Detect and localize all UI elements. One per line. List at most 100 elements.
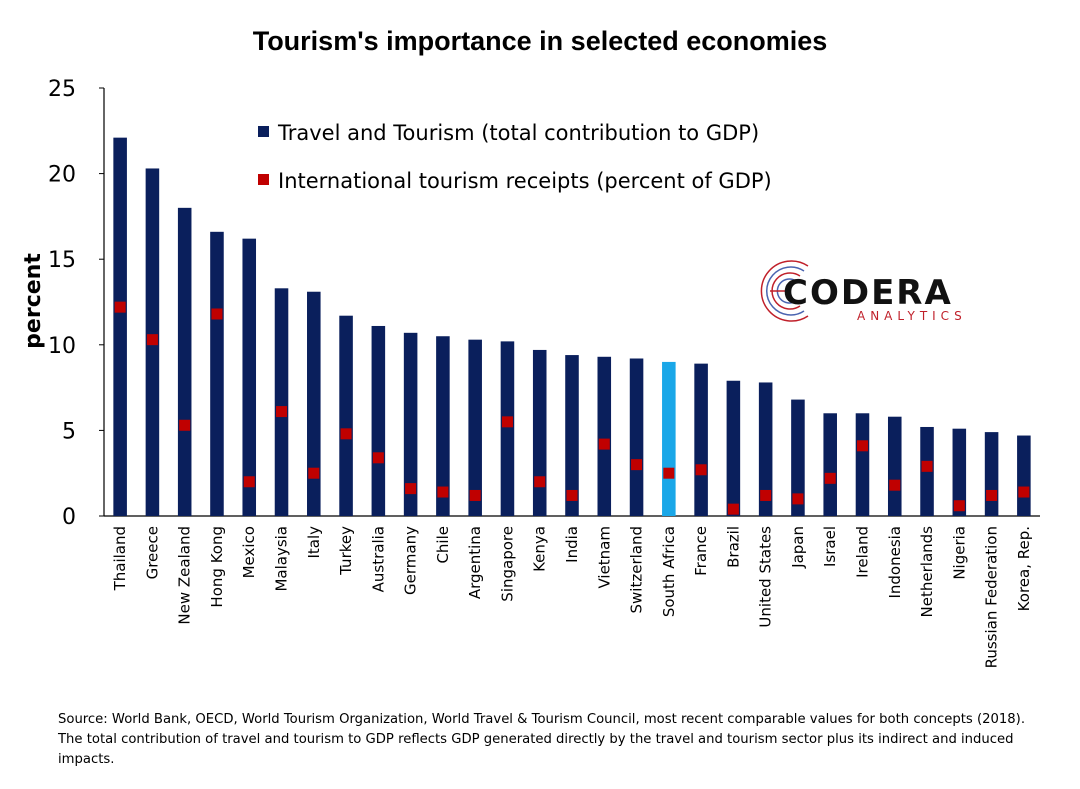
marker xyxy=(986,489,998,501)
x-tick-label: Greece xyxy=(143,526,161,579)
marker xyxy=(501,416,513,428)
source-note: Source: World Bank, OECD, World Tourism … xyxy=(58,712,1026,767)
x-tick-label: Mexico xyxy=(240,526,258,578)
legend-swatch-markers xyxy=(258,174,269,185)
marker xyxy=(372,452,384,464)
x-tick-label: Kenya xyxy=(531,526,549,572)
bar xyxy=(791,399,805,516)
logo-word: CODERA xyxy=(783,273,953,313)
x-tick-label: Russian Federation xyxy=(983,526,1001,668)
bar xyxy=(823,413,837,516)
bar xyxy=(758,382,773,516)
y-tick-label: 20 xyxy=(48,163,76,188)
x-tick-label: Chile xyxy=(434,526,452,564)
x-tick-label: United States xyxy=(757,526,775,628)
marker xyxy=(276,406,288,418)
marker xyxy=(437,486,449,498)
marker xyxy=(921,460,933,472)
bar xyxy=(662,361,676,516)
x-tick-label: Germany xyxy=(402,526,420,595)
x-tick-label: South Africa xyxy=(660,526,678,617)
bar xyxy=(339,315,353,516)
x-axis-labels: Thailand Greece New Zealand Hong Kong Mexico… xyxy=(111,526,1033,669)
x-tick-label: Israel xyxy=(821,526,839,567)
marker xyxy=(243,476,255,488)
marker xyxy=(598,438,610,450)
marker xyxy=(824,472,836,484)
marker xyxy=(340,428,352,440)
bar xyxy=(210,231,224,517)
marker xyxy=(566,489,578,501)
x-tick-label: Japan xyxy=(789,526,807,569)
y-tick-label: 5 xyxy=(62,419,76,444)
bar xyxy=(113,137,127,516)
logo-sub: ANALYTICS xyxy=(857,309,967,323)
marker xyxy=(114,301,126,313)
x-tick-label: India xyxy=(563,526,581,563)
x-tick-label: Thailand xyxy=(111,526,129,591)
y-axis-label: percent xyxy=(21,253,46,349)
marker xyxy=(146,334,158,346)
marker xyxy=(953,500,965,512)
marker xyxy=(727,503,739,515)
legend-swatch-bars xyxy=(258,126,269,137)
x-tick-label: Vietnam xyxy=(595,526,613,589)
bar xyxy=(984,432,999,516)
bars xyxy=(113,137,1031,517)
y-tick-label: 25 xyxy=(48,77,76,102)
x-tick-label: Australia xyxy=(369,526,387,592)
marker xyxy=(663,467,675,479)
bar xyxy=(855,413,870,516)
bar xyxy=(565,355,579,516)
marker xyxy=(469,489,481,501)
bar xyxy=(500,341,515,516)
y-tick-label: 0 xyxy=(62,505,76,530)
marker xyxy=(856,440,868,452)
x-tick-label: Singapore xyxy=(498,526,516,602)
legend: Travel and Tourism (total contribution t… xyxy=(258,121,772,193)
bar xyxy=(468,339,482,516)
x-tick-label: Ireland xyxy=(853,526,871,578)
x-tick-label: Brazil xyxy=(724,526,742,568)
bar xyxy=(242,238,257,516)
marker xyxy=(405,483,417,495)
x-tick-label: Nigeria xyxy=(950,526,968,580)
y-tick-label: 10 xyxy=(48,334,76,359)
legend-label-markers: International tourism receipts (percent … xyxy=(278,169,772,193)
x-tick-label: New Zealand xyxy=(176,526,194,625)
bar xyxy=(887,416,902,516)
marker xyxy=(1018,486,1030,498)
x-tick-label: Argentina xyxy=(466,526,484,599)
marker xyxy=(695,464,707,476)
marker xyxy=(760,489,772,501)
x-tick-label: Malaysia xyxy=(273,526,291,592)
bar xyxy=(726,380,741,516)
bar xyxy=(952,428,967,516)
y-tick-label: 15 xyxy=(48,248,76,273)
bar xyxy=(1017,435,1031,516)
logo-mark-icon xyxy=(760,260,809,322)
bar xyxy=(307,291,321,516)
codera-logo: CODERA ANALYTICS xyxy=(760,260,967,323)
marker xyxy=(889,479,901,491)
bar xyxy=(371,325,386,516)
bar xyxy=(403,332,418,516)
marker xyxy=(308,467,320,479)
x-tick-label: Switzerland xyxy=(628,526,646,614)
x-tick-label: Italy xyxy=(305,526,323,559)
bar xyxy=(694,363,708,516)
marker xyxy=(792,493,804,505)
bar xyxy=(629,358,644,516)
bar xyxy=(532,349,547,516)
x-tick-label: Netherlands xyxy=(918,526,936,618)
x-tick-label: France xyxy=(692,526,710,576)
marker xyxy=(211,308,223,320)
bar xyxy=(274,288,289,516)
x-tick-label: Hong Kong xyxy=(208,526,226,608)
y-axis: 0 5 10 15 20 25 xyxy=(48,77,1040,530)
chart-title: Tourism's importance in selected economi… xyxy=(253,26,828,56)
markers xyxy=(114,301,1030,515)
marker xyxy=(179,419,191,431)
legend-label-bars: Travel and Tourism (total contribution t… xyxy=(277,121,759,145)
